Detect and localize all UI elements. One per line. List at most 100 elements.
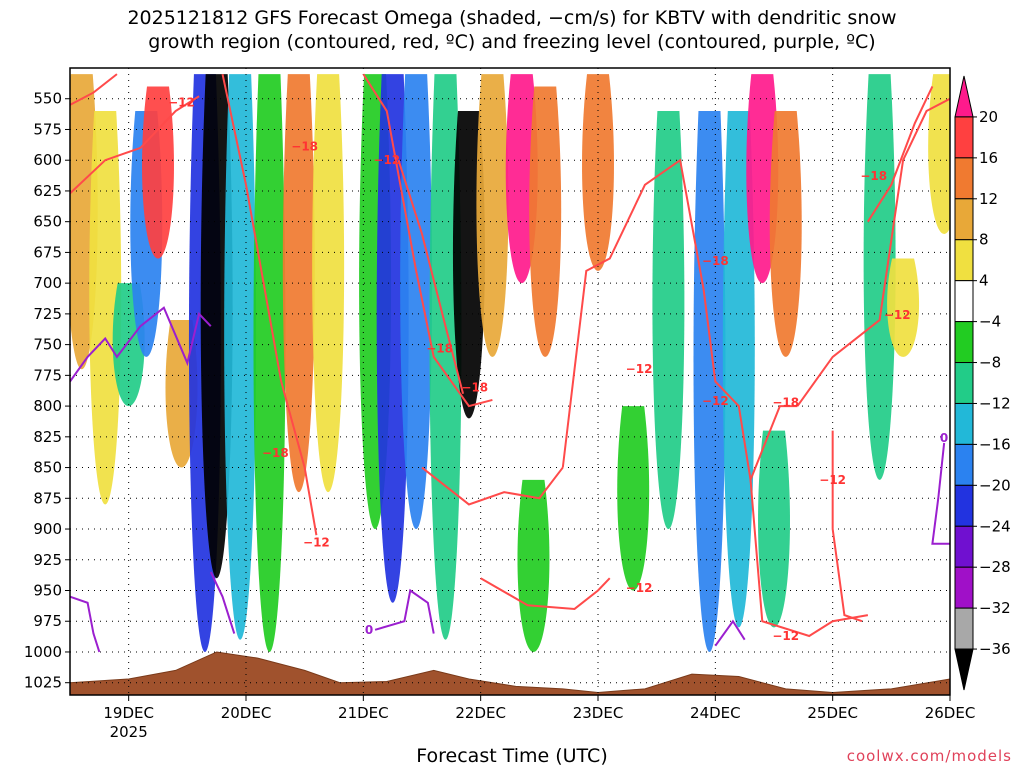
colorbar-label: −28 — [979, 558, 1011, 576]
omega-cell — [758, 430, 790, 628]
freezing-contour-line — [70, 595, 101, 653]
title-line-1: 2025121812 GFS Forecast Omega (shaded, −… — [127, 7, 897, 29]
dgz-contour-line — [749, 479, 869, 638]
omega-cell — [769, 111, 802, 357]
colorbar-label: −32 — [979, 599, 1011, 617]
y-tick-label: 850 — [33, 459, 62, 477]
dgz-contour-label: −12 — [303, 536, 330, 550]
omega-cell — [400, 74, 433, 530]
freezing-contour-label: 0 — [940, 431, 948, 445]
freezing-contour-line — [931, 442, 950, 545]
dgz-contour-label: −12 — [373, 153, 400, 167]
x-tick-year-label: 2025 — [110, 723, 148, 741]
y-tick-label: 875 — [33, 489, 62, 507]
plot-border — [69, 67, 951, 696]
dgz-contour-line — [480, 577, 611, 610]
dgz-contour-label: −18 — [461, 381, 488, 395]
dgz-contour-label: −18 — [772, 395, 799, 409]
dgz-contour-line — [397, 159, 465, 395]
freezing-contours: 00 — [70, 306, 950, 653]
dgz-contour-label: −12 — [626, 581, 653, 595]
dgz-contour-line — [831, 430, 863, 623]
dgz-contour-label: −12 — [819, 473, 846, 487]
colorbar: 20 16 12 8 4 −4 −8 −12 −16 −20 −24 −28 −32 −36 — [954, 75, 1011, 691]
colorbar-label: 16 — [979, 149, 998, 167]
colorbar-label: 4 — [979, 272, 989, 290]
colorbar-label: 12 — [979, 190, 998, 208]
y-tick-label: 675 — [33, 243, 62, 261]
x-tick-label: 20DEC — [221, 704, 272, 722]
omega-cell — [476, 74, 509, 357]
plot-frame — [69, 67, 951, 696]
colorbar-bin — [954, 443, 974, 486]
y-tick-label: 950 — [33, 582, 62, 600]
dgz-contour-line — [867, 86, 934, 223]
colorbar-bin — [954, 239, 974, 282]
y-axis: 550 575 600 625 650 675 700 725 750 775 800 825 850 8… — [24, 90, 70, 692]
colorbar-bin — [954, 198, 974, 241]
dgz-contours: −12 −18 −12 −18 −18 −18 −12 −12 −12 −12 −18 −12 −12 −… — [70, 73, 950, 643]
y-tick-label: 700 — [33, 274, 62, 292]
colorbar-bin — [954, 648, 974, 691]
omega-cell — [376, 74, 409, 603]
omega-cell — [863, 74, 896, 480]
colorbar-label: 20 — [979, 108, 998, 126]
omega-cell — [142, 86, 174, 259]
dgz-contour-line — [421, 466, 564, 506]
y-tick-label: 1000 — [24, 643, 62, 661]
colorbar-bin — [954, 362, 974, 404]
omega-cell — [887, 258, 920, 357]
omega-cell — [617, 406, 650, 591]
omega-cell — [652, 111, 685, 530]
y-tick-label: 625 — [33, 182, 62, 200]
y-tick-label: 650 — [33, 213, 62, 231]
colorbar-bin — [954, 607, 974, 650]
y-tick-label: 1025 — [24, 674, 62, 692]
freezing-contour-line — [374, 588, 435, 634]
omega-cell — [253, 74, 286, 652]
y-tick-label: 550 — [33, 90, 62, 108]
chart-title: 2025121812 GFS Forecast Omega (shaded, −… — [0, 6, 1024, 54]
colorbar-bin — [954, 157, 974, 200]
colorbar-label: −16 — [979, 435, 1011, 453]
omega-cell — [529, 86, 562, 357]
omega-cell — [517, 479, 550, 652]
omega-cell — [582, 74, 614, 271]
colorbar-label: −20 — [979, 476, 1011, 494]
colorbar-bin — [954, 280, 974, 323]
y-tick-label: 975 — [33, 612, 62, 630]
colorbar-bin — [954, 402, 974, 445]
colorbar-bin — [954, 525, 974, 568]
x-axis-title: Forecast Time (UTC) — [416, 745, 608, 767]
credit-link[interactable]: coolwx.com/models — [846, 747, 1012, 765]
x-tick-label: 22DEC — [455, 704, 506, 722]
dgz-contour-label: −18 — [291, 140, 318, 154]
colorbar-bin — [954, 566, 974, 609]
dgz-contour-label: −12 — [884, 308, 911, 322]
colorbar-label: −12 — [979, 394, 1011, 412]
omega-shading — [70, 74, 950, 652]
freezing-contour-line — [70, 306, 212, 383]
dgz-contour-line — [702, 289, 798, 484]
dgz-contour-line — [362, 73, 493, 408]
x-tick-label: 25DEC — [807, 704, 858, 722]
x-tick-label: 24DEC — [690, 704, 741, 722]
colorbar-label: −8 — [979, 354, 1001, 372]
x-tick-label: 23DEC — [573, 704, 624, 722]
y-tick-label: 750 — [33, 336, 62, 354]
y-tick-label: 925 — [33, 551, 62, 569]
freezing-contour-line — [209, 571, 236, 634]
x-axis: 19DEC 20DEC 21DEC 22DEC 23DEC 24DEC 25DEC 26DEC… — [103, 695, 975, 741]
y-tick-label: 575 — [33, 120, 62, 138]
omega-cell — [693, 111, 726, 652]
x-tick-label: 21DEC — [338, 704, 389, 722]
terrain-fill — [70, 651, 950, 695]
dgz-contour-label: −18 — [426, 341, 453, 355]
omega-cell — [928, 74, 950, 234]
x-tick-label: 19DEC — [103, 704, 154, 722]
colorbar-bin — [954, 484, 974, 527]
colorbar-bin — [954, 321, 974, 364]
dgz-contour-line — [70, 95, 200, 195]
colorbar-bin — [954, 116, 974, 159]
